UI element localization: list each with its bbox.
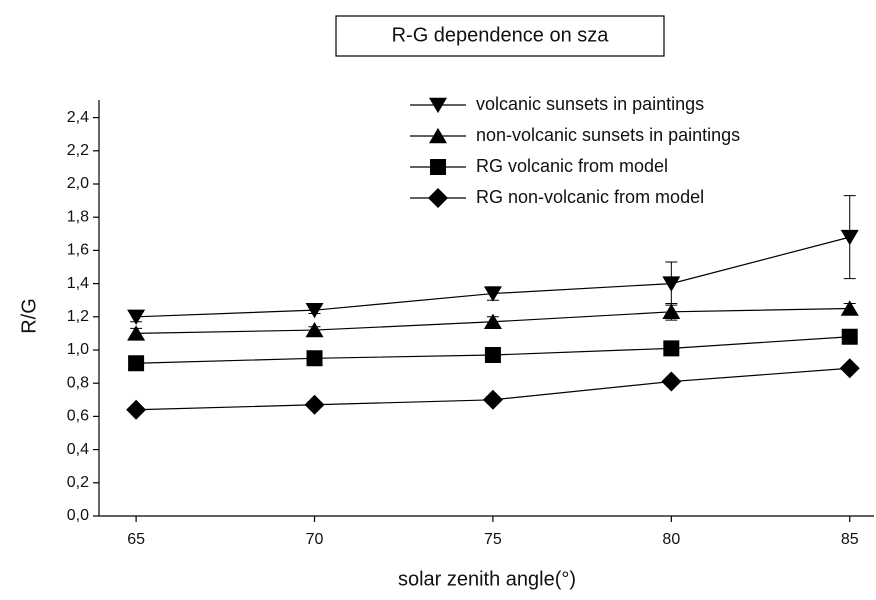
legend-label: volcanic sunsets in paintings xyxy=(476,94,704,114)
marker xyxy=(483,313,502,329)
marker xyxy=(484,346,501,363)
marker xyxy=(840,300,859,316)
marker xyxy=(306,350,323,367)
marker xyxy=(304,394,325,415)
marker xyxy=(663,340,680,357)
x-tick-label: 85 xyxy=(841,531,859,548)
marker xyxy=(305,302,324,319)
y-tick-label: 2,0 xyxy=(67,175,89,192)
series-line xyxy=(136,236,850,318)
y-tick-label: 0,2 xyxy=(67,474,89,491)
marker xyxy=(661,371,682,392)
title-box xyxy=(335,15,665,57)
marker xyxy=(482,389,503,410)
x-tick-label: 80 xyxy=(662,531,680,548)
legend-label: non-volcanic sunsets in paintings xyxy=(476,125,740,145)
y-tick-label: 1,2 xyxy=(67,308,89,325)
marker xyxy=(840,229,859,246)
marker xyxy=(127,325,146,341)
marker xyxy=(841,328,858,345)
marker xyxy=(483,286,502,302)
legend-label: RG volcanic from model xyxy=(476,156,668,176)
x-tick-label: 75 xyxy=(484,531,502,548)
marker xyxy=(305,321,324,338)
y-tick-label: 0,4 xyxy=(67,441,89,458)
y-tick-label: 1,8 xyxy=(67,208,89,225)
y-tick-label: 0,8 xyxy=(67,374,89,391)
y-tick-label: 1,4 xyxy=(67,275,89,292)
marker xyxy=(429,127,447,144)
x-tick-label: 70 xyxy=(306,531,324,548)
y-tick-label: 0,0 xyxy=(67,507,89,524)
marker xyxy=(428,188,448,208)
marker xyxy=(430,159,446,175)
y-tick-label: 1,6 xyxy=(67,242,89,259)
x-axis-label: solar zenith angle(°) xyxy=(398,568,576,590)
y-tick-label: 2,2 xyxy=(67,142,89,159)
marker xyxy=(429,97,447,114)
legend-label: RG non-volcanic from model xyxy=(476,187,704,207)
marker xyxy=(128,355,145,372)
marker xyxy=(662,276,681,292)
y-tick-label: 2,4 xyxy=(67,109,89,126)
x-tick-label: 65 xyxy=(127,531,145,548)
marker xyxy=(662,303,681,320)
marker xyxy=(127,309,146,325)
marker xyxy=(126,399,147,420)
y-tick-label: 0,6 xyxy=(67,408,89,425)
chart-title: R-G dependence on sza xyxy=(392,24,610,46)
y-axis-label: R/G xyxy=(18,298,40,334)
y-tick-label: 1,0 xyxy=(67,341,89,358)
marker xyxy=(839,358,860,379)
